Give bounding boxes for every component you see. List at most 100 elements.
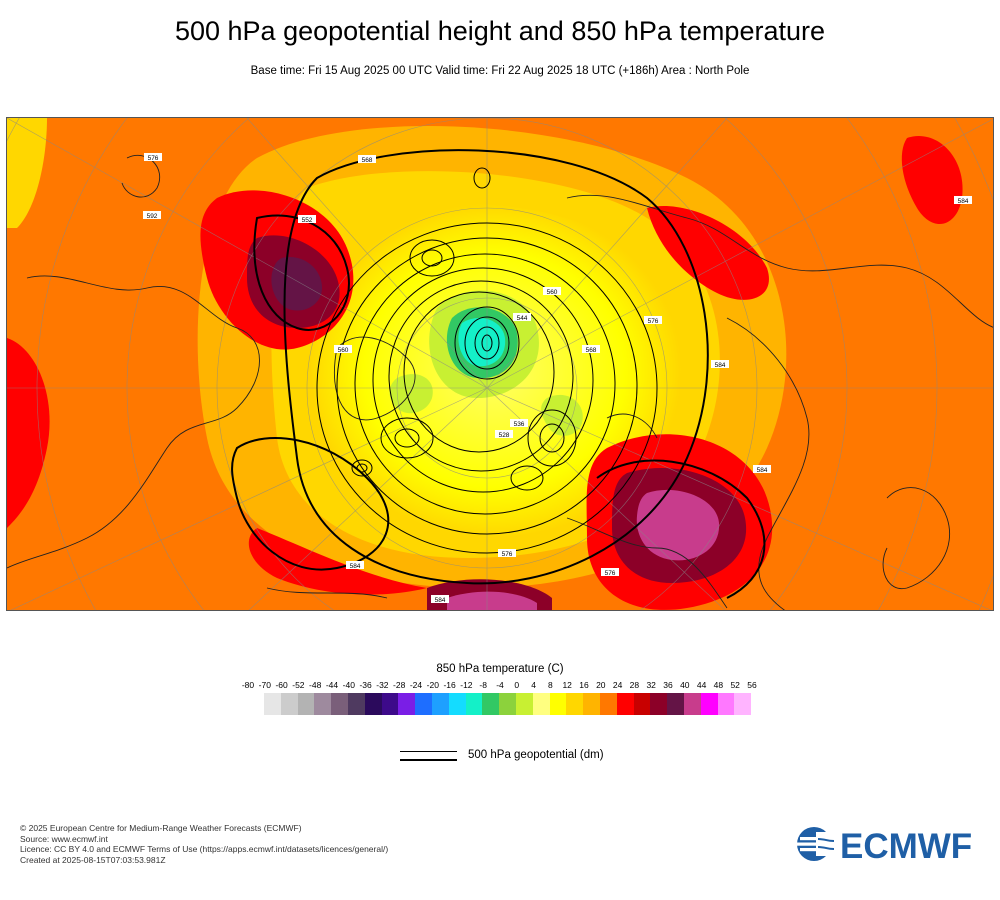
ecmwf-logo-icon: ECMWF: [797, 827, 972, 866]
contour-label: 584: [350, 563, 361, 570]
colorbar-swatch: [465, 693, 483, 715]
geopotential-legend: 500 hPa geopotential (dm): [400, 748, 640, 764]
chart-subtitle: Base time: Fri 15 Aug 2025 00 UTC Valid …: [250, 65, 750, 77]
colorbar-tick-label: 0: [514, 680, 520, 690]
colorbar-swatch: [650, 693, 668, 715]
ecmwf-logo: ECMWF: [794, 826, 984, 866]
colorbar-swatch: [482, 693, 500, 715]
colorbar-swatch: [297, 693, 315, 715]
contour-label: 584: [435, 597, 446, 604]
colorbar-swatch: [599, 693, 617, 715]
temperature-legend-title: 850 hPa temperature (C): [436, 663, 564, 675]
contour-label: 536: [514, 421, 525, 428]
colorbar-tick-label: 28: [629, 680, 640, 690]
colorbar-swatch: [398, 693, 416, 715]
colorbar-swatch: [448, 693, 466, 715]
temperature-colorbar: [264, 693, 752, 715]
temperature-field-red-north: [647, 206, 769, 300]
colorbar-tick-label: -32: [376, 680, 389, 690]
colorbar-tick-label: 24: [612, 680, 623, 690]
colorbar-tick-label: 16: [579, 680, 589, 690]
colorbar-tick-label: 48: [713, 680, 724, 690]
temperature-field-red-south: [248, 528, 427, 595]
colorbar-swatch: [381, 693, 399, 715]
colorbar-tick-label: -36: [359, 680, 372, 690]
temperature-legend-ticks: -80 -70 -60 -52 -48 -44 -40 -36 -32 -28 -24 -20 -16-…: [240, 680, 760, 694]
colorbar-swatch: [314, 693, 332, 715]
colorbar-tick-label: 44: [696, 680, 707, 690]
colorbar-swatch: [667, 693, 684, 715]
geopotential-contours: [316, 167, 658, 554]
colorbar-tick-label: -44: [325, 680, 339, 690]
colorbar-swatch: [566, 693, 584, 715]
footer-source: Source: www.ecmwf.int: [20, 833, 108, 844]
colorbar-tick-label: 32: [646, 680, 656, 690]
colorbar-swatch: [549, 693, 567, 715]
colorbar-swatch: [331, 693, 348, 715]
colorbar-swatch: [515, 693, 533, 715]
colorbar-swatch: [364, 693, 382, 715]
colorbar-swatch: [264, 693, 281, 715]
colorbar-swatch: [347, 693, 365, 715]
colorbar-swatch: [583, 693, 600, 715]
geopotential-legend-label: 500 hPa geopotential (dm): [468, 749, 604, 761]
colorbar-tick-label: -70: [258, 680, 271, 690]
contour-label: 584: [958, 198, 969, 205]
colorbar-tick-label: 40: [680, 680, 690, 690]
coastlines: [7, 154, 993, 610]
colorbar-tick-label: -20: [426, 680, 439, 690]
temperature-field-lightgreen-2: [389, 374, 433, 414]
colorbar-swatch: [415, 693, 432, 715]
contour-label: 584: [715, 362, 726, 369]
colorbar-swatch: [633, 693, 651, 715]
temperature-field-pink-east: [636, 489, 720, 561]
contour-label: 576: [605, 570, 616, 577]
logo-text: ECMWF: [840, 827, 972, 862]
temperature-field-pink-south: [447, 591, 537, 610]
colorbar-swatch: [431, 693, 449, 715]
contour-label: 576: [502, 551, 513, 558]
contour-labels: 552 560 584 584 576 568 544 560 528 536 …: [143, 153, 972, 604]
contour-label: 568: [586, 347, 597, 354]
contour-label: 560: [547, 289, 558, 296]
colorbar-swatch: [532, 693, 550, 715]
colorbar-tick-label: -12: [460, 680, 473, 690]
temperature-field-gold-corner: [7, 118, 47, 228]
colorbar-tick-label: 36: [663, 680, 673, 690]
colorbar-tick-label: -52: [292, 680, 305, 690]
colorbar-swatch: [717, 693, 735, 715]
contour-label: 584: [757, 467, 768, 474]
colorbar-tick-label: -60: [275, 680, 288, 690]
chart-title: 500 hPa geopotential height and 850 hPa …: [174, 16, 825, 46]
contour-label: 576: [648, 318, 659, 325]
colorbar-tick-label: -16: [443, 680, 456, 690]
colorbar-swatch: [683, 693, 701, 715]
colorbar-swatch: [616, 693, 634, 715]
contour-label: 576: [148, 155, 159, 162]
contour-label: 544: [517, 315, 528, 322]
footer-credits: © 2025 European Centre for Medium-Range …: [20, 823, 388, 865]
temperature-field-red-left: [7, 338, 50, 528]
colorbar-tick-label: -4: [496, 680, 504, 690]
colorbar-swatch: [280, 693, 298, 715]
colorbar-swatch: [734, 693, 752, 715]
colorbar-tick-label: -40: [342, 680, 355, 690]
geopotential-legend-line: [400, 751, 457, 761]
contour-label: 560: [338, 347, 349, 354]
colorbar-tick-label: 8: [548, 680, 553, 690]
footer-licence: Licence: CC BY 4.0 and ECMWF Terms of Us…: [20, 844, 389, 855]
colorbar-swatch: [700, 693, 718, 715]
colorbar-tick-label: -80: [241, 680, 255, 690]
footer-created: Created at 2025-08-15T07:03:53.981Z: [20, 854, 166, 865]
colorbar-tick-label: 56: [747, 680, 757, 690]
colorbar-tick-label: -8: [479, 680, 487, 690]
colorbar-swatch: [499, 693, 516, 715]
map-canvas: 552 560 584 584 576 568 544 560 528 536 …: [7, 118, 993, 610]
contour-label: 568: [362, 157, 373, 164]
contour-label: 592: [147, 213, 158, 220]
contour-label: 552: [302, 217, 313, 224]
colorbar-tick-label: 20: [596, 680, 606, 690]
colorbar-tick-label: 52: [730, 680, 740, 690]
polar-map[interactable]: 552 560 584 584 576 568 544 560 528 536 …: [6, 117, 994, 611]
footer-copyright: © 2025 European Centre for Medium-Range …: [20, 823, 302, 833]
